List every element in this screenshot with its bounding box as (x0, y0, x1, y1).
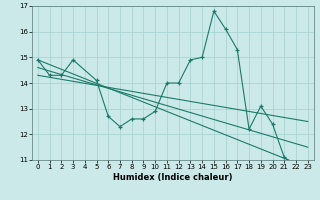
X-axis label: Humidex (Indice chaleur): Humidex (Indice chaleur) (113, 173, 233, 182)
